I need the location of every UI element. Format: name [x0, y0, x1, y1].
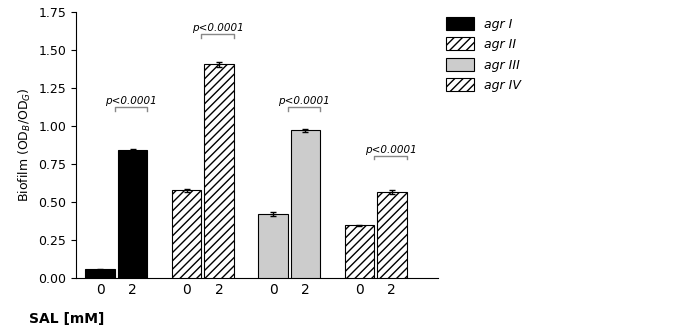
Bar [118, 150, 147, 278]
Bar [86, 270, 115, 278]
Legend: agr I, agr II, agr III, agr IV: agr I, agr II, agr III, agr IV [441, 12, 525, 97]
Text: SAL [mM]: SAL [mM] [29, 312, 104, 326]
Text: p<0.0001: p<0.0001 [105, 96, 157, 106]
Text: p<0.0001: p<0.0001 [192, 23, 244, 33]
Bar [204, 64, 234, 278]
Bar [172, 191, 201, 278]
Text: p<0.0001: p<0.0001 [278, 96, 330, 106]
Y-axis label: Biofilm (OD$_B$/OD$_G$): Biofilm (OD$_B$/OD$_G$) [16, 88, 33, 202]
Bar [345, 225, 374, 278]
Bar [258, 214, 288, 278]
Bar [290, 130, 321, 278]
Text: p<0.0001: p<0.0001 [364, 145, 416, 155]
Bar [377, 192, 407, 278]
